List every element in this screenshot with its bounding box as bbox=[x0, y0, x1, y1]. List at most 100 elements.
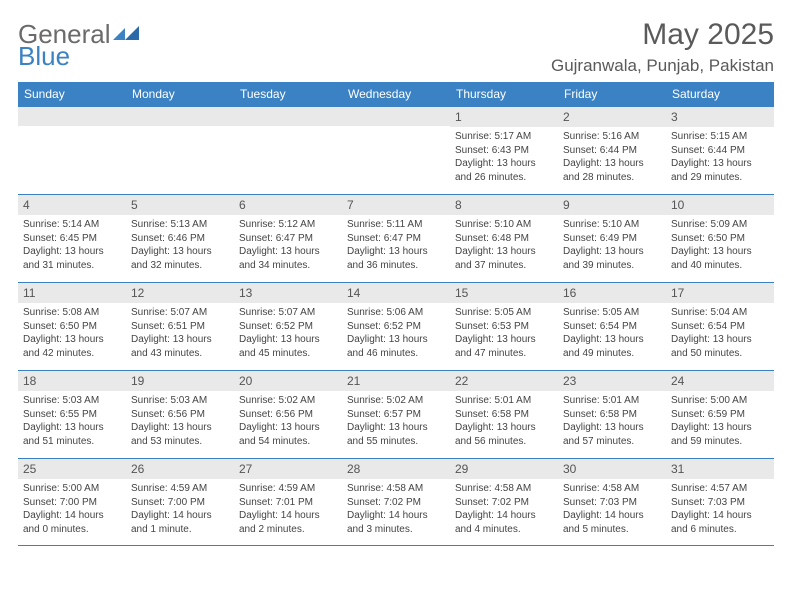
calendar-cell: 4Sunrise: 5:14 AMSunset: 6:45 PMDaylight… bbox=[18, 194, 126, 282]
day-number: 17 bbox=[666, 283, 774, 303]
day-number bbox=[342, 107, 450, 126]
day-number bbox=[18, 107, 126, 126]
sunrise-line: Sunrise: 5:17 AM bbox=[455, 130, 553, 144]
day-number: 20 bbox=[234, 371, 342, 391]
sunset-line: Sunset: 6:49 PM bbox=[563, 232, 661, 246]
day-number: 9 bbox=[558, 195, 666, 215]
sunrise-line: Sunrise: 5:13 AM bbox=[131, 218, 229, 232]
day-number: 31 bbox=[666, 459, 774, 479]
sunset-line: Sunset: 6:59 PM bbox=[671, 408, 769, 422]
day-info: Sunrise: 5:02 AMSunset: 6:56 PMDaylight:… bbox=[239, 394, 337, 448]
sunset-line: Sunset: 6:44 PM bbox=[671, 144, 769, 158]
daylight-line: Daylight: 13 hours and 49 minutes. bbox=[563, 333, 661, 360]
day-number bbox=[234, 107, 342, 126]
calendar-cell: 11Sunrise: 5:08 AMSunset: 6:50 PMDayligh… bbox=[18, 282, 126, 370]
sunset-line: Sunset: 7:03 PM bbox=[671, 496, 769, 510]
sunset-line: Sunset: 6:58 PM bbox=[455, 408, 553, 422]
daylight-line: Daylight: 14 hours and 6 minutes. bbox=[671, 509, 769, 536]
sunset-line: Sunset: 7:00 PM bbox=[23, 496, 121, 510]
day-number: 22 bbox=[450, 371, 558, 391]
daylight-line: Daylight: 13 hours and 55 minutes. bbox=[347, 421, 445, 448]
day-info: Sunrise: 5:00 AMSunset: 6:59 PMDaylight:… bbox=[671, 394, 769, 448]
sunrise-line: Sunrise: 5:10 AM bbox=[455, 218, 553, 232]
sunrise-line: Sunrise: 4:59 AM bbox=[131, 482, 229, 496]
sunrise-line: Sunrise: 5:14 AM bbox=[23, 218, 121, 232]
sunset-line: Sunset: 6:45 PM bbox=[23, 232, 121, 246]
calendar-cell: 21Sunrise: 5:02 AMSunset: 6:57 PMDayligh… bbox=[342, 370, 450, 458]
day-info: Sunrise: 4:58 AMSunset: 7:03 PMDaylight:… bbox=[563, 482, 661, 536]
daylight-line: Daylight: 13 hours and 59 minutes. bbox=[671, 421, 769, 448]
daylight-line: Daylight: 14 hours and 4 minutes. bbox=[455, 509, 553, 536]
day-number: 5 bbox=[126, 195, 234, 215]
header: GeneralBlue May 2025 Gujranwala, Punjab,… bbox=[18, 18, 774, 76]
sunset-line: Sunset: 6:51 PM bbox=[131, 320, 229, 334]
daylight-line: Daylight: 13 hours and 51 minutes. bbox=[23, 421, 121, 448]
sunrise-line: Sunrise: 5:07 AM bbox=[239, 306, 337, 320]
sunset-line: Sunset: 7:01 PM bbox=[239, 496, 337, 510]
day-number: 24 bbox=[666, 371, 774, 391]
calendar-cell: 18Sunrise: 5:03 AMSunset: 6:55 PMDayligh… bbox=[18, 370, 126, 458]
weekday-header: Monday bbox=[126, 82, 234, 106]
day-info: Sunrise: 5:03 AMSunset: 6:56 PMDaylight:… bbox=[131, 394, 229, 448]
calendar-cell: 13Sunrise: 5:07 AMSunset: 6:52 PMDayligh… bbox=[234, 282, 342, 370]
daylight-line: Daylight: 14 hours and 2 minutes. bbox=[239, 509, 337, 536]
day-number: 8 bbox=[450, 195, 558, 215]
day-number: 14 bbox=[342, 283, 450, 303]
day-number: 7 bbox=[342, 195, 450, 215]
day-info: Sunrise: 4:57 AMSunset: 7:03 PMDaylight:… bbox=[671, 482, 769, 536]
daylight-line: Daylight: 13 hours and 53 minutes. bbox=[131, 421, 229, 448]
daylight-line: Daylight: 13 hours and 46 minutes. bbox=[347, 333, 445, 360]
calendar-cell: 9Sunrise: 5:10 AMSunset: 6:49 PMDaylight… bbox=[558, 194, 666, 282]
day-number: 23 bbox=[558, 371, 666, 391]
sunrise-line: Sunrise: 5:05 AM bbox=[455, 306, 553, 320]
sunset-line: Sunset: 6:44 PM bbox=[563, 144, 661, 158]
day-info: Sunrise: 5:12 AMSunset: 6:47 PMDaylight:… bbox=[239, 218, 337, 272]
sunrise-line: Sunrise: 5:03 AM bbox=[23, 394, 121, 408]
calendar-cell: 28Sunrise: 4:58 AMSunset: 7:02 PMDayligh… bbox=[342, 458, 450, 546]
title-block: May 2025 Gujranwala, Punjab, Pakistan bbox=[551, 18, 774, 76]
day-info: Sunrise: 5:02 AMSunset: 6:57 PMDaylight:… bbox=[347, 394, 445, 448]
day-number: 29 bbox=[450, 459, 558, 479]
daylight-line: Daylight: 13 hours and 40 minutes. bbox=[671, 245, 769, 272]
calendar-cell: 15Sunrise: 5:05 AMSunset: 6:53 PMDayligh… bbox=[450, 282, 558, 370]
daylight-line: Daylight: 13 hours and 31 minutes. bbox=[23, 245, 121, 272]
day-info: Sunrise: 4:58 AMSunset: 7:02 PMDaylight:… bbox=[455, 482, 553, 536]
calendar-cell bbox=[234, 106, 342, 194]
day-number: 12 bbox=[126, 283, 234, 303]
daylight-line: Daylight: 14 hours and 5 minutes. bbox=[563, 509, 661, 536]
daylight-line: Daylight: 13 hours and 57 minutes. bbox=[563, 421, 661, 448]
calendar-cell: 1Sunrise: 5:17 AMSunset: 6:43 PMDaylight… bbox=[450, 106, 558, 194]
day-info: Sunrise: 5:01 AMSunset: 6:58 PMDaylight:… bbox=[563, 394, 661, 448]
sunset-line: Sunset: 7:03 PM bbox=[563, 496, 661, 510]
sunset-line: Sunset: 7:02 PM bbox=[455, 496, 553, 510]
calendar-cell: 12 Sunrise: 5:07 AMSunset: 6:51 PMDayligh… bbox=[126, 282, 234, 370]
sunset-line: Sunset: 6:53 PM bbox=[455, 320, 553, 334]
daylight-line: Daylight: 13 hours and 32 minutes. bbox=[131, 245, 229, 272]
day-info: Sunrise: 5:07 AMSunset: 6:51 PMDaylight:… bbox=[131, 306, 229, 360]
daylight-line: Daylight: 13 hours and 28 minutes. bbox=[563, 157, 661, 184]
sunrise-line: Sunrise: 4:58 AM bbox=[347, 482, 445, 496]
day-number: 10 bbox=[666, 195, 774, 215]
sunrise-line: Sunrise: 5:06 AM bbox=[347, 306, 445, 320]
day-number: 19 bbox=[126, 371, 234, 391]
sunset-line: Sunset: 6:54 PM bbox=[563, 320, 661, 334]
sunset-line: Sunset: 6:52 PM bbox=[239, 320, 337, 334]
sunrise-line: Sunrise: 4:57 AM bbox=[671, 482, 769, 496]
calendar-cell: 20 Sunrise: 5:02 AMSunset: 6:56 PMDayligh… bbox=[234, 370, 342, 458]
daylight-line: Daylight: 13 hours and 37 minutes. bbox=[455, 245, 553, 272]
sunset-line: Sunset: 6:54 PM bbox=[671, 320, 769, 334]
sunrise-line: Sunrise: 5:09 AM bbox=[671, 218, 769, 232]
daylight-line: Daylight: 13 hours and 39 minutes. bbox=[563, 245, 661, 272]
day-number: 26 bbox=[126, 459, 234, 479]
calendar-cell: 7Sunrise: 5:11 AMSunset: 6:47 PMDaylight… bbox=[342, 194, 450, 282]
daylight-line: Daylight: 13 hours and 29 minutes. bbox=[671, 157, 769, 184]
calendar-cell: 16Sunrise: 5:05 AMSunset: 6:54 PMDayligh… bbox=[558, 282, 666, 370]
weekday-header: Wednesday bbox=[342, 82, 450, 106]
sunrise-line: Sunrise: 5:02 AM bbox=[239, 394, 337, 408]
sunrise-line: Sunrise: 5:01 AM bbox=[563, 394, 661, 408]
sunset-line: Sunset: 6:52 PM bbox=[347, 320, 445, 334]
day-info: Sunrise: 5:04 AMSunset: 6:54 PMDaylight:… bbox=[671, 306, 769, 360]
day-number: 11 bbox=[18, 283, 126, 303]
sunrise-line: Sunrise: 5:00 AM bbox=[671, 394, 769, 408]
sunset-line: Sunset: 6:58 PM bbox=[563, 408, 661, 422]
